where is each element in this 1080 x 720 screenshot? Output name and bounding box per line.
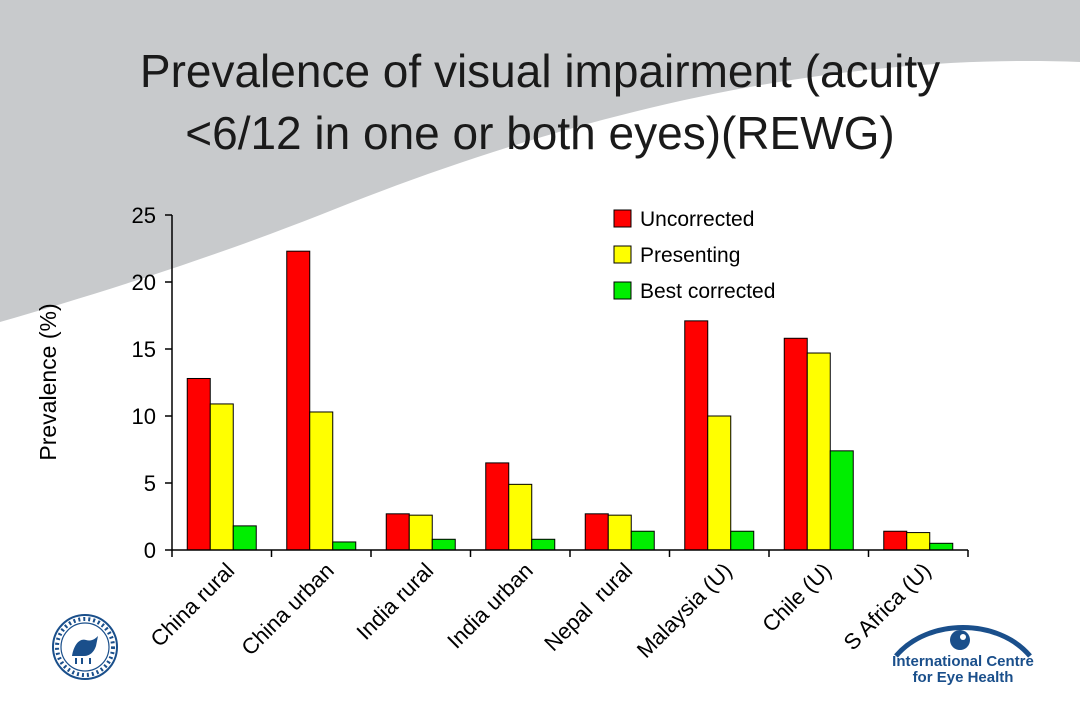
category-label: China rural <box>146 558 240 652</box>
y-tick-label: 15 <box>132 337 156 362</box>
legend-swatch <box>613 209 632 228</box>
bar-uncorrected <box>485 462 510 551</box>
legend-entry: Best corrected <box>640 280 775 303</box>
logo-eye-pupil <box>950 630 970 650</box>
legend-swatch <box>613 245 632 264</box>
bar-presenting <box>906 532 931 551</box>
seal-outer-ring <box>52 614 118 680</box>
logo-text-line-1: International Centre <box>892 653 1034 670</box>
slide-title-line-1: Prevalence of visual impairment (acuity <box>139 45 941 97</box>
category-label: India urban <box>442 558 538 654</box>
lshtm-seal-logo <box>52 614 118 680</box>
bar-presenting <box>508 483 533 551</box>
bar-best-corrected <box>531 538 556 551</box>
logo-eye-highlight <box>960 634 966 640</box>
legend-swatch <box>613 281 632 300</box>
y-ticks-group: 0 5 10 15 20 25 <box>132 203 172 563</box>
bar-best-corrected <box>332 541 357 551</box>
y-axis-label: Prevalence (%) <box>35 303 61 460</box>
seal-legs <box>75 658 91 664</box>
bar-best-corrected <box>829 450 854 551</box>
seal-lettering-band <box>55 617 115 677</box>
category-label: Nepal rural <box>539 558 637 656</box>
bar-uncorrected <box>883 530 908 551</box>
y-tick-label: 25 <box>132 203 156 228</box>
y-tick-label: 10 <box>132 404 156 429</box>
y-tick-label: 20 <box>132 270 156 295</box>
category-label: India rural <box>351 558 438 645</box>
bar-presenting <box>607 514 632 551</box>
bar-presenting <box>707 415 732 551</box>
bar-presenting <box>309 411 334 551</box>
bar-best-corrected <box>929 542 954 551</box>
international-centre-for-eye-health-logo: International Centre for Eye Health <box>892 625 1034 686</box>
bar-presenting <box>209 403 234 551</box>
bar-best-corrected <box>630 530 655 551</box>
slide-title: Prevalence of visual impairment (acuity … <box>40 40 1040 164</box>
bar-best-corrected <box>431 538 456 551</box>
legend: Uncorrected Presenting Best corrected <box>613 208 775 303</box>
seal-inner-ring <box>60 622 110 672</box>
logo-text-line-2: for Eye Health <box>913 669 1014 686</box>
swoosh-shape <box>0 0 1080 322</box>
bar-uncorrected <box>286 250 311 551</box>
bar-presenting <box>806 352 831 551</box>
bar-presenting <box>408 514 433 551</box>
legend-entry: Presenting <box>640 244 740 267</box>
bars-group <box>186 250 954 551</box>
bar-uncorrected <box>684 320 709 551</box>
slide-title-line-2: <6/12 in one or both eyes)(REWG) <box>185 107 895 159</box>
seal-horse-figure <box>72 636 98 656</box>
bar-best-corrected <box>730 530 755 551</box>
y-tick-label: 5 <box>144 471 156 496</box>
category-label: China urban <box>236 558 338 660</box>
x-ticks-group <box>171 550 969 557</box>
category-label: Chile (U) <box>757 558 836 637</box>
logo-eye-arc <box>894 625 1032 658</box>
bar-best-corrected <box>232 525 257 551</box>
legend-entry: Uncorrected <box>640 208 754 231</box>
bar-uncorrected <box>385 513 410 551</box>
bar-uncorrected <box>584 513 609 551</box>
y-tick-label: 0 <box>144 538 156 563</box>
category-label: Malaysia (U) <box>632 558 737 663</box>
bar-uncorrected <box>783 337 808 551</box>
bar-uncorrected <box>186 377 211 551</box>
